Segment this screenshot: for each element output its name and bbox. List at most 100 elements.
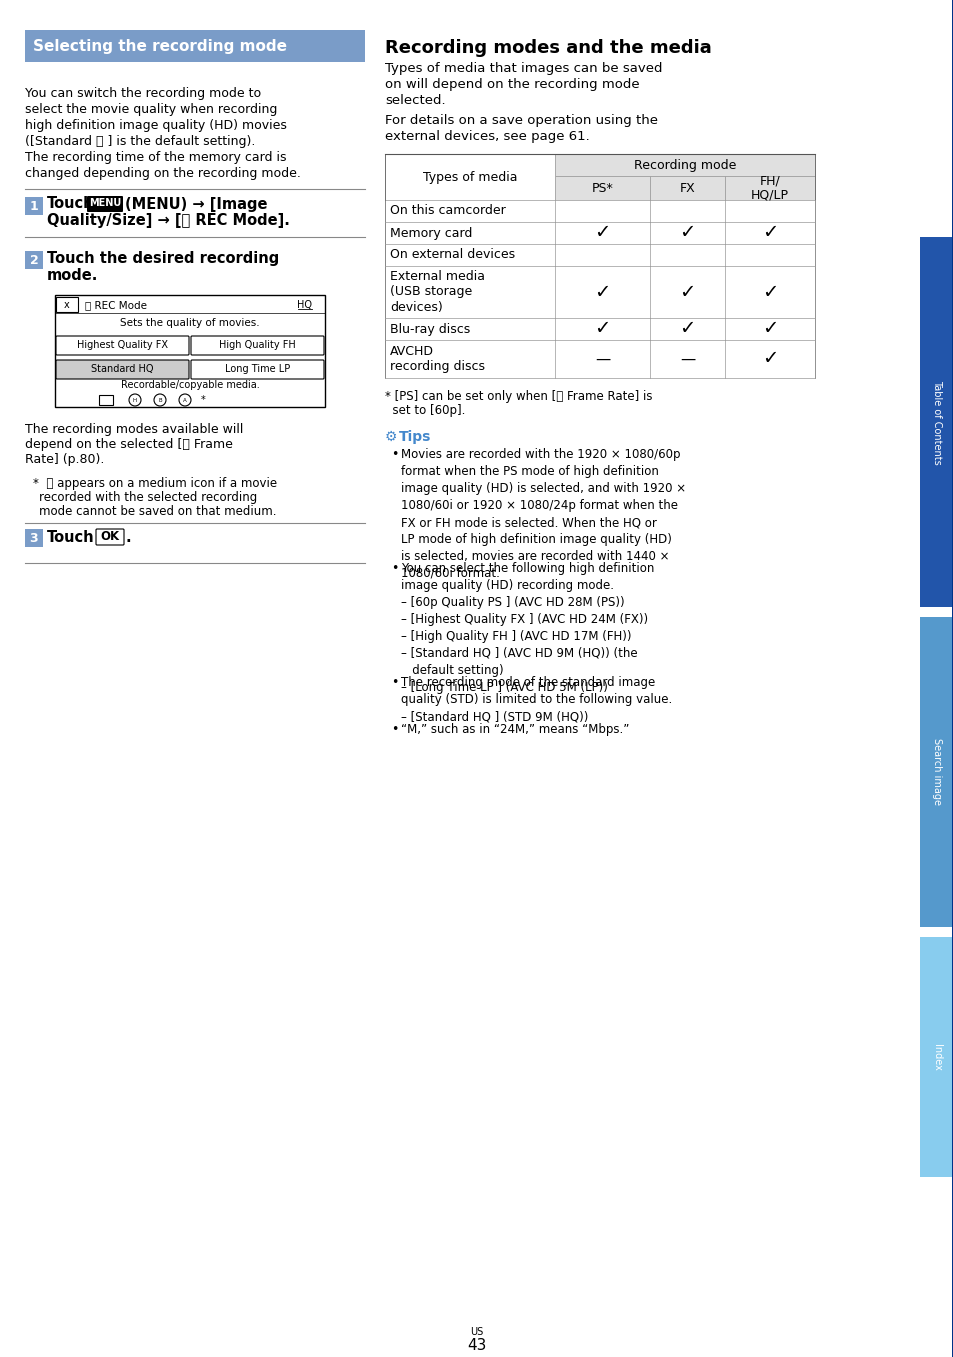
Text: * [PS] can be set only when [⧉ Frame Rate] is: * [PS] can be set only when [⧉ Frame Rat…: [385, 389, 652, 403]
FancyBboxPatch shape: [55, 294, 325, 407]
FancyBboxPatch shape: [56, 360, 189, 379]
Text: external devices, see page 61.: external devices, see page 61.: [385, 130, 589, 142]
FancyBboxPatch shape: [56, 297, 78, 312]
Text: •: •: [391, 722, 398, 735]
Text: Table of Contents: Table of Contents: [931, 380, 941, 464]
FancyBboxPatch shape: [919, 936, 953, 1177]
Text: PS*: PS*: [591, 182, 613, 194]
FancyBboxPatch shape: [99, 395, 112, 404]
Text: You can select the following high definition
image quality (HD) recording mode.
: You can select the following high defini…: [400, 562, 654, 693]
Text: ⚙: ⚙: [385, 430, 397, 444]
Text: “M,” such as in “24M,” means “Mbps.”: “M,” such as in “24M,” means “Mbps.”: [400, 722, 629, 735]
FancyBboxPatch shape: [919, 617, 953, 927]
Text: On this camcorder: On this camcorder: [390, 205, 505, 217]
Text: Touch: Touch: [47, 197, 94, 212]
Text: mode cannot be saved on that medium.: mode cannot be saved on that medium.: [39, 505, 276, 518]
Text: MENU: MENU: [89, 198, 121, 208]
Text: 43: 43: [467, 1338, 486, 1353]
FancyBboxPatch shape: [385, 199, 814, 223]
FancyBboxPatch shape: [724, 176, 814, 199]
Text: Blu-ray discs: Blu-ray discs: [390, 323, 470, 335]
Text: B: B: [158, 398, 162, 403]
FancyBboxPatch shape: [385, 341, 814, 379]
Text: Recording modes and the media: Recording modes and the media: [385, 39, 711, 57]
Text: high definition image quality (HD) movies: high definition image quality (HD) movie…: [25, 119, 287, 132]
Text: selected.: selected.: [385, 94, 445, 107]
FancyBboxPatch shape: [25, 197, 43, 214]
Text: ✓: ✓: [761, 282, 778, 301]
Text: *  ⧉ appears on a medium icon if a movie: * ⧉ appears on a medium icon if a movie: [33, 478, 276, 490]
FancyBboxPatch shape: [385, 318, 814, 341]
FancyBboxPatch shape: [385, 153, 555, 199]
Text: Rate] (p.80).: Rate] (p.80).: [25, 453, 104, 465]
FancyBboxPatch shape: [191, 337, 324, 356]
Text: Standard HQ: Standard HQ: [91, 364, 153, 375]
Text: AVCHD
recording discs: AVCHD recording discs: [390, 345, 484, 373]
Text: *: *: [200, 395, 205, 404]
Text: FH/
HQ/LP: FH/ HQ/LP: [750, 174, 788, 202]
Text: ✓: ✓: [594, 224, 610, 243]
Text: ⧉ REC Mode: ⧉ REC Mode: [85, 300, 147, 309]
Text: x: x: [64, 300, 70, 309]
Text: Sets the quality of movies.: Sets the quality of movies.: [120, 318, 259, 328]
Text: Touch: Touch: [47, 529, 94, 544]
FancyBboxPatch shape: [56, 337, 189, 356]
Text: Types of media that images can be saved: Types of media that images can be saved: [385, 62, 661, 75]
Text: Search image: Search image: [931, 738, 941, 806]
FancyBboxPatch shape: [191, 360, 324, 379]
Text: ✓: ✓: [761, 350, 778, 369]
Text: Quality/Size] → [⧉ REC Mode].: Quality/Size] → [⧉ REC Mode].: [47, 213, 290, 228]
FancyBboxPatch shape: [96, 529, 124, 546]
FancyBboxPatch shape: [555, 176, 649, 199]
FancyBboxPatch shape: [951, 0, 953, 1357]
Text: select the movie quality when recording: select the movie quality when recording: [25, 103, 277, 115]
Text: ([Standard ⧉ ] is the default setting).: ([Standard ⧉ ] is the default setting).: [25, 134, 255, 148]
Text: 3: 3: [30, 532, 38, 544]
Circle shape: [153, 394, 166, 406]
Text: US: US: [470, 1327, 483, 1337]
Text: mode.: mode.: [47, 267, 98, 282]
Text: Types of media: Types of media: [422, 171, 517, 183]
Text: HQ: HQ: [297, 300, 313, 309]
Text: —: —: [679, 351, 695, 366]
Text: Movies are recorded with the 1920 × 1080/60p
format when the PS mode of high def: Movies are recorded with the 1920 × 1080…: [400, 448, 685, 579]
Text: ✓: ✓: [761, 319, 778, 338]
Text: Recording mode: Recording mode: [633, 159, 736, 171]
Text: ✓: ✓: [594, 282, 610, 301]
Text: On external devices: On external devices: [390, 248, 515, 262]
Text: Recordable/copyable media.: Recordable/copyable media.: [120, 380, 259, 389]
Text: changed depending on the recording mode.: changed depending on the recording mode.: [25, 167, 300, 180]
Text: Long Time LP: Long Time LP: [225, 364, 290, 375]
Text: Selecting the recording mode: Selecting the recording mode: [33, 38, 287, 53]
Text: The recording mode of the standard image
quality (STD) is limited to the followi: The recording mode of the standard image…: [400, 676, 672, 723]
FancyBboxPatch shape: [87, 195, 123, 212]
Text: ✓: ✓: [594, 319, 610, 338]
Text: OK: OK: [100, 529, 119, 543]
FancyBboxPatch shape: [25, 30, 365, 62]
Text: ✓: ✓: [679, 319, 695, 338]
Text: —: —: [595, 351, 610, 366]
FancyBboxPatch shape: [385, 266, 814, 318]
Circle shape: [129, 394, 141, 406]
FancyBboxPatch shape: [385, 244, 814, 266]
Text: Index: Index: [931, 1044, 941, 1071]
Text: •: •: [391, 448, 398, 461]
Text: ✓: ✓: [761, 224, 778, 243]
FancyBboxPatch shape: [919, 237, 953, 607]
Text: H: H: [132, 398, 137, 403]
Text: You can switch the recording mode to: You can switch the recording mode to: [25, 87, 261, 100]
Text: Tips: Tips: [398, 430, 431, 444]
Text: Memory card: Memory card: [390, 227, 472, 239]
Circle shape: [179, 394, 191, 406]
Text: Touch the desired recording: Touch the desired recording: [47, 251, 279, 266]
Text: •: •: [391, 562, 398, 575]
Text: (MENU) → [Image: (MENU) → [Image: [125, 197, 267, 212]
Text: .: .: [126, 529, 132, 544]
Text: High Quality FH: High Quality FH: [219, 341, 295, 350]
FancyBboxPatch shape: [385, 223, 814, 244]
Text: FX: FX: [679, 182, 695, 194]
Text: recorded with the selected recording: recorded with the selected recording: [39, 491, 257, 503]
Text: 2: 2: [30, 254, 38, 266]
Text: ✓: ✓: [679, 224, 695, 243]
Text: The recording time of the memory card is: The recording time of the memory card is: [25, 151, 286, 164]
